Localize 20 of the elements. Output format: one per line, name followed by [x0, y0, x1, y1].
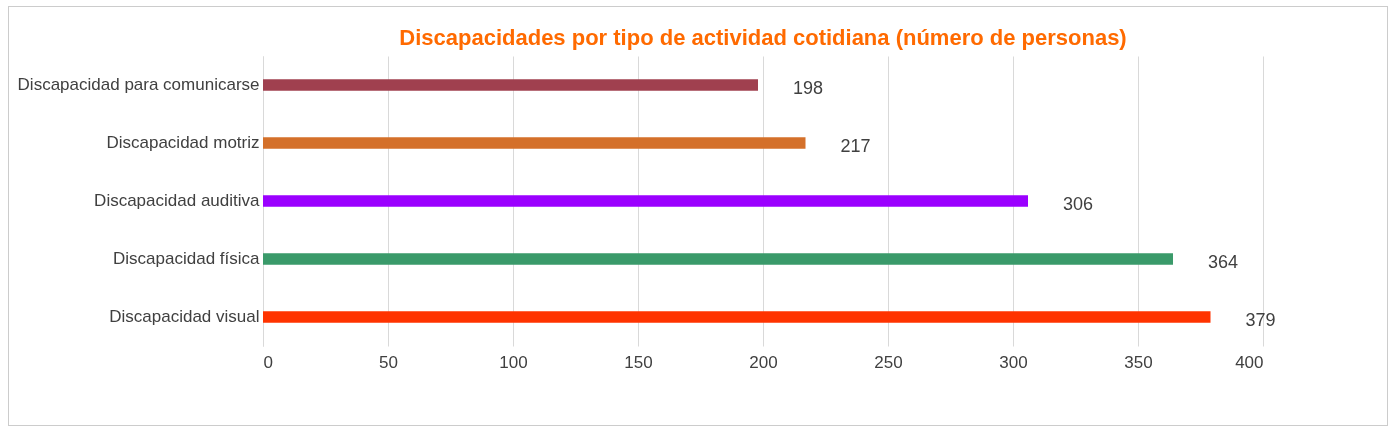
y-tick-label: Discapacidad visual — [109, 307, 260, 326]
y-tick-label: Discapacidad motriz — [106, 133, 260, 152]
x-tick-label: 400 — [1235, 352, 1264, 372]
x-tick-label: 350 — [1124, 352, 1153, 372]
data-label: 306 — [1063, 194, 1094, 214]
x-tick-label: 200 — [749, 352, 778, 372]
x-tick-label: 50 — [379, 352, 398, 372]
x-tick-label: 250 — [874, 352, 903, 372]
y-tick-label: Discapacidad física — [113, 249, 261, 268]
data-label: 379 — [1245, 310, 1276, 330]
x-tick-label: 150 — [624, 352, 653, 372]
x-tick-label: 0 — [263, 352, 273, 372]
y-tick-label: Discapacidad auditiva — [94, 191, 261, 210]
data-label: 217 — [840, 136, 871, 156]
x-tick-label: 100 — [499, 352, 528, 372]
chart-title: Discapacidades por tipo de actividad cotidiana (número de personas) — [399, 25, 1127, 50]
y-tick-label: Discapacidad para comunicarse — [17, 75, 260, 94]
x-tick-label: 300 — [999, 352, 1028, 372]
data-label: 364 — [1208, 252, 1239, 272]
data-label: 198 — [793, 78, 824, 98]
